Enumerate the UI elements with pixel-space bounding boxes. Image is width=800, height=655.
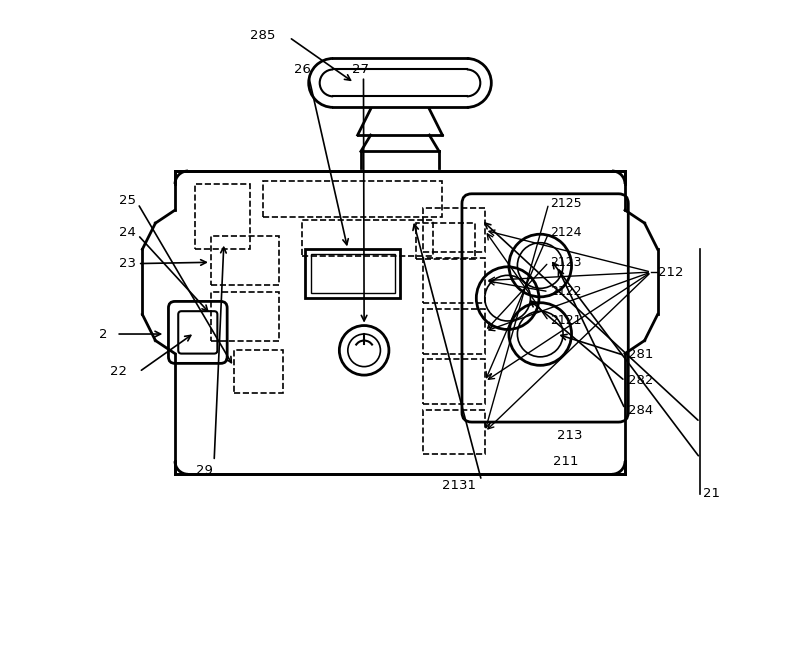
Text: 27: 27 (352, 64, 370, 77)
Text: 2: 2 (99, 328, 107, 341)
Text: 282: 282 (628, 375, 654, 388)
Bar (211, 291, 279, 341)
Text: 21: 21 (703, 487, 720, 500)
Text: 213: 213 (557, 428, 582, 441)
Bar (310, 253, 395, 293)
Bar (423, 258, 485, 303)
Text: 26: 26 (294, 64, 310, 77)
Bar (423, 360, 485, 404)
Text: 2124: 2124 (550, 227, 582, 240)
Text: 212: 212 (658, 265, 683, 278)
Bar (211, 236, 279, 285)
Text: 23: 23 (119, 257, 136, 270)
Bar (263, 181, 442, 217)
Text: 285: 285 (250, 29, 276, 42)
Bar (306, 250, 400, 298)
Text: 2122: 2122 (550, 285, 582, 298)
Bar (416, 223, 475, 259)
Text: 2131: 2131 (442, 479, 476, 492)
Text: 284: 284 (628, 404, 654, 417)
Text: 2125: 2125 (550, 197, 582, 210)
Bar (423, 309, 485, 354)
Text: 2121: 2121 (550, 314, 582, 328)
Text: 281: 281 (628, 348, 654, 362)
Bar (423, 409, 485, 454)
Bar (302, 220, 433, 255)
Text: 24: 24 (119, 227, 136, 240)
Text: 22: 22 (110, 365, 126, 379)
Text: 29: 29 (196, 464, 213, 477)
Bar (423, 208, 485, 252)
Text: 2123: 2123 (550, 256, 582, 269)
Bar (194, 184, 250, 250)
Bar (234, 350, 282, 393)
Text: 211: 211 (554, 455, 578, 468)
Text: 25: 25 (119, 194, 136, 207)
